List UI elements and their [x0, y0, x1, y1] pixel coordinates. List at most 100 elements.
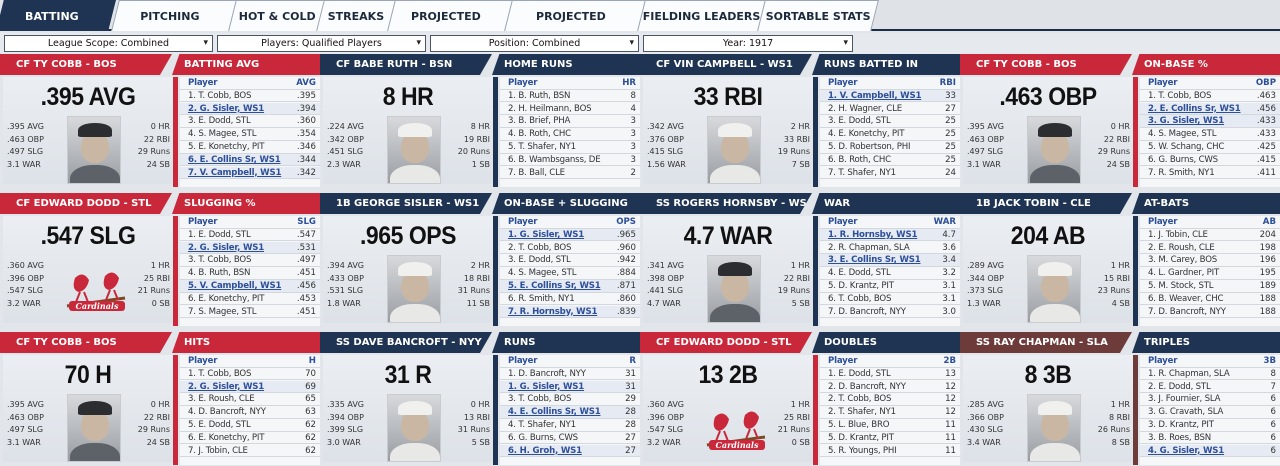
category-header[interactable]: SLUGGING % [172, 193, 320, 214]
leader-name[interactable]: 2. G. Sisler, WS1 [188, 381, 265, 392]
leader-row[interactable]: 3. E. Roush, CLE 65 [180, 393, 320, 406]
leader-name[interactable]: 7. R. Hornsby, WS1 [508, 306, 598, 317]
leader-row[interactable]: 6. B. Weaver, CHC 188 [1140, 293, 1280, 306]
leader-row[interactable]: 7. D. Bancroft, NYY 188 [1140, 306, 1280, 319]
leader-row[interactable]: 4. E. Dodd, STL 3.2 [820, 267, 960, 280]
leader-name[interactable]: 3. G. Sisler, WS1 [1148, 116, 1225, 127]
player-name-header[interactable]: SS ROGERS HORNSBY - WS1 [640, 193, 812, 214]
leader-row[interactable]: 7. R. Hornsby, WS1 .839 [500, 305, 640, 319]
leaders-list-header[interactable]: Player R [500, 355, 640, 368]
leader-row[interactable]: 3. B. Brief, PHA 3 [500, 115, 640, 128]
leader-row[interactable]: 7. B. Ball, CLE 2 [500, 167, 640, 180]
player-name-header[interactable]: SS DAVE BANCROFT - NYY [320, 332, 492, 353]
leader-name[interactable]: 4. G. Sisler, WS1 [1148, 445, 1225, 456]
leader-row[interactable]: 1. E. Dodd, STL .547 [180, 229, 320, 242]
category-header[interactable]: RUNS [492, 332, 640, 353]
players-dropdown[interactable]: Players: Qualified Players ▾ [217, 35, 426, 52]
leader-row[interactable]: 4. E. Konetchy, PIT 25 [820, 128, 960, 141]
leader-row[interactable]: 2. T. Shafer, NY1 12 [820, 406, 960, 419]
player-name-header[interactable]: CF BABE RUTH - BSN [320, 54, 492, 75]
leader-row[interactable]: 2. E. Collins Sr, WS1 .456 [1140, 102, 1280, 116]
leader-row[interactable]: 2. R. Chapman, SLA 3.6 [820, 242, 960, 255]
leader-row[interactable]: 6. H. Groh, WS1 27 [500, 444, 640, 458]
leader-name[interactable]: 1. G. Sisler, WS1 [508, 381, 585, 392]
leaders-list-header[interactable]: Player WAR [820, 216, 960, 229]
leader-row[interactable]: 4. S. Magee, STL .884 [500, 267, 640, 280]
leaders-list-header[interactable]: Player HR [500, 77, 640, 90]
leader-row[interactable]: 1. B. Ruth, BSN 8 [500, 90, 640, 103]
leader-row[interactable]: 3. E. Collins Sr, WS1 3.4 [820, 254, 960, 267]
leader-name[interactable]: 1. R. Hornsby, WS1 [828, 229, 918, 240]
leader-row[interactable]: 4. B. Ruth, BSN .451 [180, 267, 320, 280]
leader-row[interactable]: 4. G. Sisler, WS1 6 [1140, 444, 1280, 458]
leader-row[interactable]: 3. B. Roes, BSN 6 [1140, 432, 1280, 445]
leader-row[interactable]: 7. T. Shafer, NY1 24 [820, 167, 960, 180]
leader-row[interactable]: 1. E. Dodd, STL 13 [820, 368, 960, 381]
leader-row[interactable]: 3. E. Dodd, STL 25 [820, 115, 960, 128]
leader-row[interactable]: 5. W. Schang, CHC .425 [1140, 141, 1280, 154]
category-header[interactable]: BATTING AVG [172, 54, 320, 75]
leader-name[interactable]: 4. E. Collins Sr, WS1 [508, 407, 601, 418]
leader-row[interactable]: 2. T. Cobb, BOS .960 [500, 242, 640, 255]
leader-row[interactable]: 4. S. Magee, STL .354 [180, 128, 320, 141]
leader-row[interactable]: 2. H. Wagner, CLE 27 [820, 103, 960, 116]
category-header[interactable]: ON-BASE + SLUGGING [492, 193, 640, 214]
tab-streaks[interactable]: STREAKS [316, 0, 396, 31]
leader-name[interactable]: 5. E. Collins Sr, WS1 [508, 281, 601, 291]
category-header[interactable]: WAR [812, 193, 960, 214]
leader-row[interactable]: 4. B. Roth, CHC 3 [500, 128, 640, 141]
leader-row[interactable]: 1. V. Campbell, WS1 33 [820, 89, 960, 103]
leader-row[interactable]: 1. G. Sisler, WS1 31 [500, 380, 640, 394]
tab-hot-cold[interactable]: HOT & COLD [228, 0, 326, 31]
leader-row[interactable]: 5. D. Krantz, PIT 11 [820, 432, 960, 445]
leader-row[interactable]: 1. G. Sisler, WS1 .965 [500, 228, 640, 242]
leaders-list-header[interactable]: Player 3B [1140, 355, 1280, 368]
leader-row[interactable]: 5. E. Konetchy, PIT .346 [180, 141, 320, 154]
leader-row[interactable]: 1. T. Cobb, BOS .395 [180, 90, 320, 103]
tab-pitching-leaders[interactable]: PITCHING LEADERS [111, 0, 237, 54]
leader-name[interactable]: 2. G. Sisler, WS1 [188, 103, 265, 114]
leaders-list-header[interactable]: Player AB [1140, 216, 1280, 229]
player-name-header[interactable]: CF EDWARD DODD - STL [640, 332, 812, 353]
leader-row[interactable]: 6. B. Roth, CHC 25 [820, 154, 960, 167]
leader-row[interactable]: 5. T. Shafer, NY1 3 [500, 141, 640, 154]
leader-row[interactable]: 2. E. Roush, CLE 198 [1140, 242, 1280, 255]
leader-row[interactable]: 2. G. Sisler, WS1 .531 [180, 241, 320, 255]
player-name-header[interactable]: 1B JACK TOBIN - CLE [960, 193, 1132, 214]
leader-name[interactable]: 5. V. Campbell, WS1 [188, 281, 282, 291]
leader-row[interactable]: 4. L. Gardner, PIT 195 [1140, 267, 1280, 280]
leader-name[interactable]: 6. E. Collins Sr, WS1 [188, 154, 281, 165]
leader-row[interactable]: 6. G. Burns, CWS 27 [500, 432, 640, 445]
leader-row[interactable]: 5. D. Robertson, PHI 25 [820, 141, 960, 154]
leader-row[interactable]: 6. G. Burns, CWS .415 [1140, 154, 1280, 167]
leader-name[interactable]: 3. E. Collins Sr, WS1 [828, 255, 921, 266]
leader-row[interactable]: 3. G. Sisler, WS1 .433 [1140, 115, 1280, 128]
leader-row[interactable]: 2. G. Sisler, WS1 69 [180, 380, 320, 394]
leader-row[interactable]: 7. V. Campbell, WS1 .342 [180, 166, 320, 180]
leader-name[interactable]: 7. V. Campbell, WS1 [188, 167, 282, 178]
leader-row[interactable]: 5. L. Blue, BRO 11 [820, 419, 960, 432]
leader-row[interactable]: 2. G. Sisler, WS1 .394 [180, 102, 320, 116]
leaders-list-header[interactable]: Player OPS [500, 216, 640, 229]
leader-row[interactable]: 2. E. Dodd, STL 7 [1140, 381, 1280, 394]
leader-name[interactable]: 2. G. Sisler, WS1 [188, 242, 265, 253]
leader-row[interactable]: 1. J. Tobin, CLE 204 [1140, 229, 1280, 242]
leader-row[interactable]: 3. D. Krantz, PIT 6 [1140, 419, 1280, 432]
category-header[interactable]: ON-BASE % [1132, 54, 1280, 75]
leader-row[interactable]: 5. E. Collins Sr, WS1 .871 [500, 280, 640, 293]
player-name-header[interactable]: SS RAY CHAPMAN - SLA [960, 332, 1132, 353]
leader-row[interactable]: 3. E. Dodd, STL .942 [500, 254, 640, 267]
category-header[interactable]: RUNS BATTED IN [812, 54, 960, 75]
leaders-list-header[interactable]: Player 2B [820, 355, 960, 368]
leader-name[interactable]: 6. H. Groh, WS1 [508, 445, 582, 456]
leader-row[interactable]: 1. D. Bancroft, NYY 31 [500, 368, 640, 381]
league-scope-dropdown[interactable]: League Scope: Combined ▾ [4, 35, 213, 52]
leader-row[interactable]: 5. D. Krantz, PIT 3.1 [820, 280, 960, 293]
category-header[interactable]: TRIPLES [1132, 332, 1280, 353]
tab-projected-batting[interactable]: PROJECTED BATTING [387, 0, 513, 54]
player-name-header[interactable]: CF TY COBB - BOS [960, 54, 1132, 75]
leaders-list-header[interactable]: Player AVG [180, 77, 320, 90]
leader-row[interactable]: 3. M. Carey, BOS 196 [1140, 254, 1280, 267]
leaders-list-header[interactable]: Player OBP [1140, 77, 1280, 90]
leader-row[interactable]: 5. R. Youngs, PHI 11 [820, 445, 960, 458]
